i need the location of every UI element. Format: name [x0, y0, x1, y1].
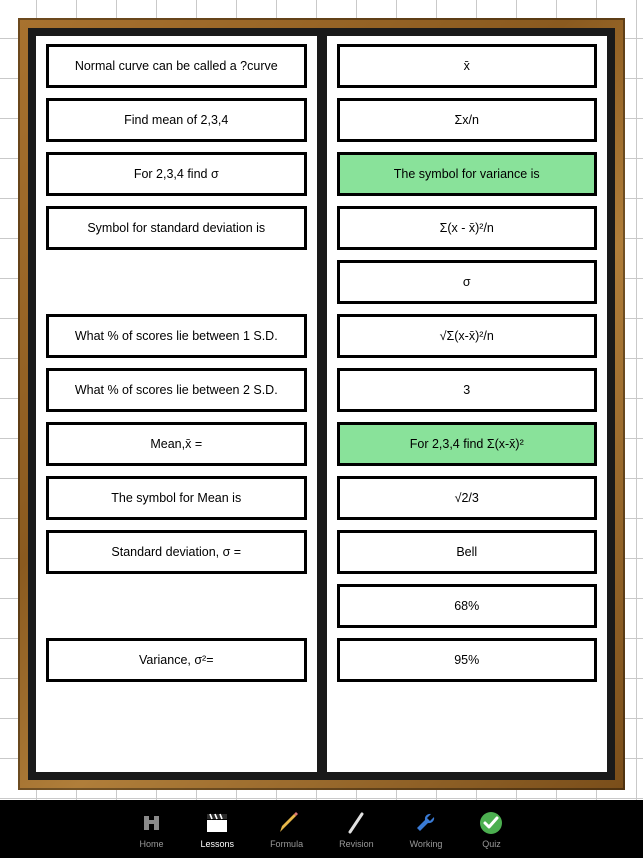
left_column-card-11[interactable]: Variance, σ²= — [46, 638, 307, 682]
card-label: What % of scores lie between 1 S.D. — [75, 329, 278, 343]
tab-label: Quiz — [482, 839, 501, 849]
home-icon — [139, 809, 165, 837]
card-label: Symbol for standard deviation is — [87, 221, 265, 235]
right_column-card-2[interactable]: The symbol for variance is — [337, 152, 598, 196]
left_column-card-2[interactable]: For 2,3,4 find σ — [46, 152, 307, 196]
left_column-card-3[interactable]: Symbol for standard deviation is — [46, 206, 307, 250]
left_column-card-6[interactable]: What % of scores lie between 2 S.D. — [46, 368, 307, 412]
tab-lessons[interactable]: Lessons — [201, 809, 235, 849]
pencil-icon — [274, 809, 300, 837]
left_column-card-5[interactable]: What % of scores lie between 1 S.D. — [46, 314, 307, 358]
left_column-card-7[interactable]: Mean,x̄ = — [46, 422, 307, 466]
left_column-card-8[interactable]: The symbol for Mean is — [46, 476, 307, 520]
card-label: Normal curve can be called a ?curve — [75, 59, 278, 73]
tab-quiz[interactable]: Quiz — [478, 809, 504, 849]
card-label: 3 — [463, 383, 470, 397]
right_column-card-8[interactable]: √2/3 — [337, 476, 598, 520]
right_column-card-11[interactable]: 95% — [337, 638, 598, 682]
card-label: Standard deviation, σ = — [111, 545, 241, 559]
right_column-card-7[interactable]: For 2,3,4 find Σ(x-x̄)² — [337, 422, 598, 466]
check-icon — [478, 809, 504, 837]
tab-working[interactable]: Working — [410, 809, 443, 849]
wood-frame: Normal curve can be called a ?curve Find … — [18, 18, 625, 790]
right_column-card-0[interactable]: x̄ — [337, 44, 598, 88]
bottom-tab-bar: Home Lessons Formula Revision Working Quiz — [0, 800, 643, 858]
card-label: Mean,x̄ = — [150, 437, 202, 451]
card-label: For 2,3,4 find Σ(x-x̄)² — [410, 437, 524, 451]
wrench-icon — [413, 809, 439, 837]
card-label: For 2,3,4 find σ — [134, 167, 219, 181]
card-label: 68% — [454, 599, 479, 613]
tab-home[interactable]: Home — [139, 809, 165, 849]
blackboard: Normal curve can be called a ?curve Find … — [28, 28, 615, 780]
left_column-card-0[interactable]: Normal curve can be called a ?curve — [46, 44, 307, 88]
card-label: Variance, σ²= — [139, 653, 214, 667]
tab-revision[interactable]: Revision — [339, 809, 374, 849]
left_column-card-1[interactable]: Find mean of 2,3,4 — [46, 98, 307, 142]
tab-formula[interactable]: Formula — [270, 809, 303, 849]
card-label: σ — [463, 275, 471, 289]
card-label: The symbol for Mean is — [111, 491, 241, 505]
clapper-icon — [204, 809, 230, 837]
tab-label: Lessons — [201, 839, 235, 849]
right_column-card-9[interactable]: Bell — [337, 530, 598, 574]
right_column-card-6[interactable]: 3 — [337, 368, 598, 412]
right_column-card-3[interactable]: Σ(x - x̄)²/n — [337, 206, 598, 250]
tab-label: Formula — [270, 839, 303, 849]
card-label: 95% — [454, 653, 479, 667]
right_column-card-4[interactable]: σ — [337, 260, 598, 304]
tab-label: Revision — [339, 839, 374, 849]
right_column-card-5[interactable]: √Σ(x-x̄)²/n — [337, 314, 598, 358]
card-label: The symbol for variance is — [394, 167, 540, 181]
card-label: √2/3 — [455, 491, 479, 505]
slash-icon — [343, 809, 369, 837]
left_column-card-9[interactable]: Standard deviation, σ = — [46, 530, 307, 574]
card-label: What % of scores lie between 2 S.D. — [75, 383, 278, 397]
card-label: Σx/n — [455, 113, 479, 127]
right_column-card-1[interactable]: Σx/n — [337, 98, 598, 142]
tab-label: Home — [140, 839, 164, 849]
tab-label: Working — [410, 839, 443, 849]
card-label: x̄ — [464, 59, 470, 73]
card-label: Bell — [456, 545, 477, 559]
card-label: Find mean of 2,3,4 — [124, 113, 228, 127]
card-label: √Σ(x-x̄)²/n — [440, 329, 494, 343]
card-label: Σ(x - x̄)²/n — [440, 221, 494, 235]
left-column: Normal curve can be called a ?curve Find … — [36, 36, 317, 772]
right_column-card-10[interactable]: 68% — [337, 584, 598, 628]
right-column: x̄ Σx/n The symbol for variance is Σ(x - x̄… — [327, 36, 608, 772]
